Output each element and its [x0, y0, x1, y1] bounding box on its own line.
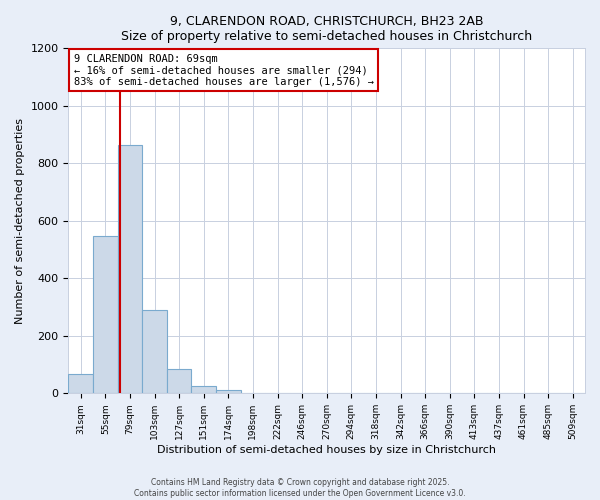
Bar: [118, 145, 142, 394]
Bar: [142, 310, 167, 394]
Bar: [216, 390, 241, 394]
Bar: [68, 374, 93, 394]
Bar: [93, 236, 118, 394]
X-axis label: Distribution of semi-detached houses by size in Christchurch: Distribution of semi-detached houses by …: [157, 445, 496, 455]
Y-axis label: Number of semi-detached properties: Number of semi-detached properties: [15, 118, 25, 324]
Text: Contains HM Land Registry data © Crown copyright and database right 2025.
Contai: Contains HM Land Registry data © Crown c…: [134, 478, 466, 498]
Bar: [191, 386, 216, 394]
Text: 9 CLARENDON ROAD: 69sqm
← 16% of semi-detached houses are smaller (294)
83% of s: 9 CLARENDON ROAD: 69sqm ← 16% of semi-de…: [74, 54, 374, 86]
Title: 9, CLARENDON ROAD, CHRISTCHURCH, BH23 2AB
Size of property relative to semi-deta: 9, CLARENDON ROAD, CHRISTCHURCH, BH23 2A…: [121, 15, 532, 43]
Bar: [167, 370, 191, 394]
